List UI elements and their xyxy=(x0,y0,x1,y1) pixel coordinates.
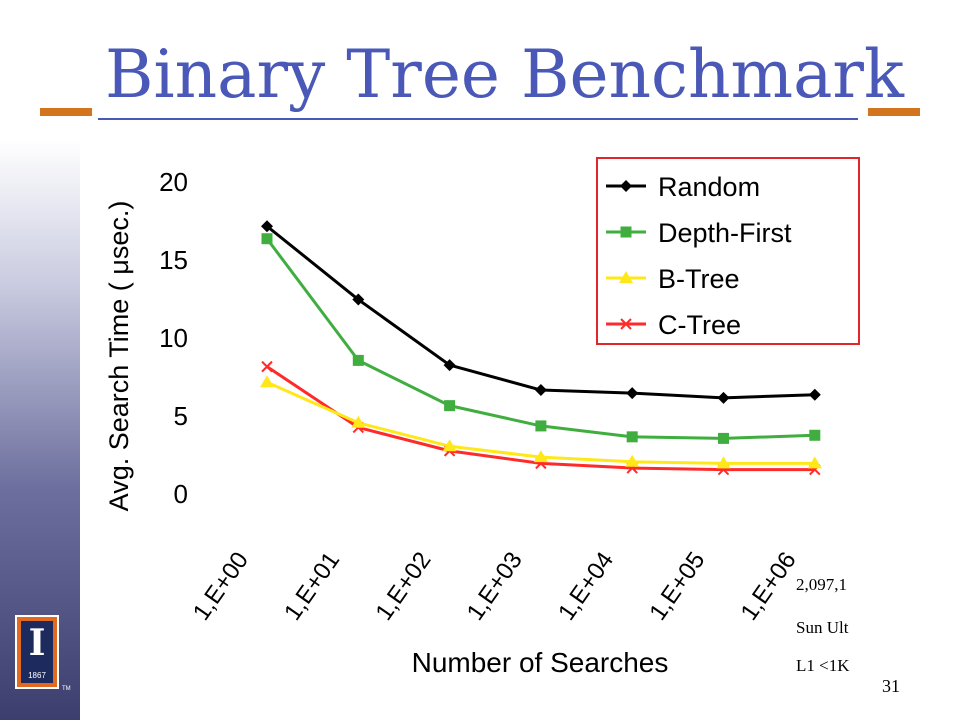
marker-x xyxy=(620,318,632,330)
logo-trademark: TM xyxy=(62,686,71,692)
note-line-3: L1 <1K xyxy=(796,656,850,675)
y-tick-label: 0 xyxy=(174,479,188,509)
page-number: 31 xyxy=(882,676,900,696)
marker-diamond xyxy=(443,359,456,372)
marker-diamond xyxy=(717,391,730,404)
legend-entry: C-Tree xyxy=(606,310,741,340)
x-tick-label: 1,E+01 xyxy=(279,547,345,625)
title-accent-bar-left xyxy=(40,108,92,116)
x-tick-label: 1,E+02 xyxy=(370,547,436,625)
y-axis-label: Avg. Search Time ( μsec.) xyxy=(104,201,134,512)
x-tick-label: 1,E+00 xyxy=(188,547,254,625)
university-logo: I 1867 xyxy=(15,615,59,689)
y-tick-label: 10 xyxy=(159,323,188,353)
marker-triangle xyxy=(619,271,633,283)
marker-triangle xyxy=(807,456,822,469)
marker-x xyxy=(261,360,273,373)
y-tick-label: 5 xyxy=(174,401,188,431)
marker-triangle xyxy=(260,375,274,388)
marker-diamond xyxy=(626,387,639,400)
marker-triangle xyxy=(533,450,548,463)
x-tick-label: 1,E+06 xyxy=(736,547,802,625)
marker-triangle xyxy=(351,415,366,428)
marker-square xyxy=(444,400,456,412)
marker-diamond xyxy=(808,388,821,401)
x-axis-label: Number of Searches xyxy=(412,647,669,678)
legend-entry: Depth-First xyxy=(606,218,792,248)
marker-square xyxy=(809,429,821,441)
marker-diamond xyxy=(352,293,365,306)
y-axis-ticks: 0 5 10 15 20 xyxy=(159,167,188,509)
legend-label: Random xyxy=(658,172,760,202)
x-tick-label: 1,E+05 xyxy=(644,547,710,625)
slide-title: Binary Tree Benchmark xyxy=(105,36,904,113)
y-tick-label: 20 xyxy=(159,167,188,197)
series-layer xyxy=(260,220,822,476)
note-line-1: 2,097,1 xyxy=(796,575,847,594)
logo-letter: I xyxy=(28,622,46,664)
marker-triangle xyxy=(442,439,457,452)
x-tick-label: 1,E+03 xyxy=(462,547,528,625)
marker-diamond xyxy=(261,220,273,233)
legend-label: B-Tree xyxy=(658,264,740,294)
series-random xyxy=(261,220,821,404)
legend-entry: B-Tree xyxy=(606,264,740,294)
marker-square xyxy=(352,354,364,366)
y-tick-label: 15 xyxy=(159,245,188,275)
marker-triangle xyxy=(716,456,731,469)
legend-label: C-Tree xyxy=(658,310,741,340)
marker-square xyxy=(626,431,638,443)
marker-square xyxy=(718,432,729,444)
marker-diamond xyxy=(620,180,632,192)
legend-label: Depth-First xyxy=(658,218,792,248)
marker-square xyxy=(261,233,273,245)
marker-square xyxy=(535,420,547,432)
marker-diamond xyxy=(534,384,547,397)
marker-triangle xyxy=(625,454,640,467)
logo-year: 1867 xyxy=(28,671,46,680)
legend-entry: Random xyxy=(606,172,760,202)
note-line-2: Sun Ult xyxy=(796,618,849,637)
title-underline xyxy=(98,118,858,120)
series-depth-first xyxy=(261,233,821,444)
x-tick-label: 1,E+04 xyxy=(553,547,619,625)
title-accent-bar-right xyxy=(868,108,920,116)
series-b-tree xyxy=(260,375,822,469)
legend-box xyxy=(596,157,860,345)
x-axis-ticks: 1,E+00 1,E+01 1,E+02 1,E+03 1,E+04 1,E+05 1,E+… xyxy=(188,547,802,625)
legend: Random Depth-First B-Tree C-Tree xyxy=(596,157,860,345)
marker-square xyxy=(620,226,632,238)
